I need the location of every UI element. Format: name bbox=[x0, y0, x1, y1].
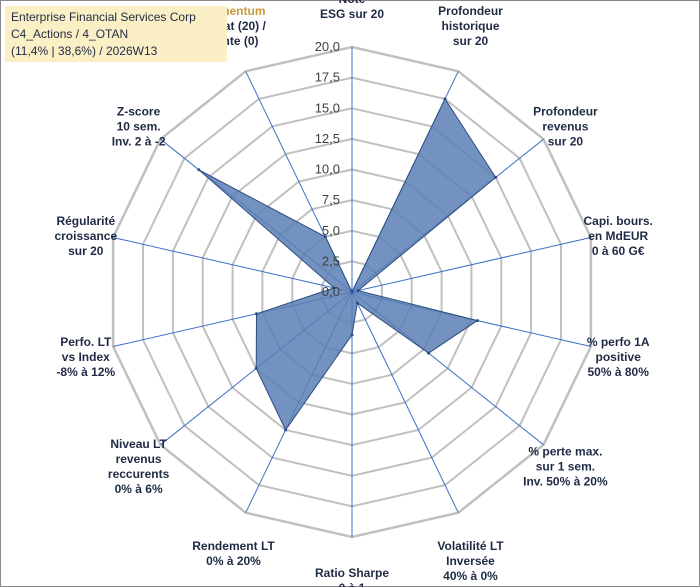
category-label: historique bbox=[441, 19, 499, 33]
category-label: en MdEUR bbox=[588, 229, 648, 243]
category-label: 0 à 1 bbox=[339, 581, 366, 587]
category-label: revenus bbox=[542, 119, 588, 133]
category-label: 10 sem. bbox=[117, 119, 161, 133]
category-label: Inv. 2 à -2 bbox=[112, 134, 166, 148]
data-point bbox=[427, 351, 431, 355]
category-label: Note bbox=[339, 0, 366, 6]
radar-spoke bbox=[351, 291, 459, 513]
radial-tick-label: 10,0 bbox=[315, 162, 340, 177]
data-point bbox=[350, 290, 354, 294]
data-point bbox=[323, 235, 327, 239]
category-label: 0% à 20% bbox=[206, 554, 261, 568]
category-label: positive bbox=[596, 350, 642, 364]
radial-tick-label: 5,0 bbox=[322, 223, 340, 238]
category-label: 0% à 6% bbox=[115, 482, 163, 496]
chart-title-category: C4_Actions / 4_OTAN bbox=[11, 27, 129, 41]
category-label: ESG sur 20 bbox=[320, 7, 384, 21]
radial-tick-label: 15,0 bbox=[315, 100, 340, 115]
category-label: % perte max. bbox=[528, 445, 602, 459]
category-label: % perfo 1A bbox=[587, 335, 650, 349]
data-point bbox=[494, 175, 498, 179]
category-label: Z-score bbox=[117, 104, 161, 118]
data-point bbox=[255, 312, 258, 316]
data-point bbox=[284, 428, 288, 432]
category-label: Inversée bbox=[446, 554, 495, 568]
chart-title-box: Enterprise Financial Services Corp C4_Ac… bbox=[5, 6, 227, 62]
category-label: sur 20 bbox=[548, 134, 584, 148]
category-label: revenus bbox=[116, 452, 162, 466]
category-label: Ratio Sharpe bbox=[315, 566, 389, 580]
category-label: Volatilité LT bbox=[437, 539, 504, 553]
category-label: Profondeur bbox=[533, 104, 598, 118]
radial-tick-label: 12,5 bbox=[315, 131, 340, 146]
data-point bbox=[197, 168, 201, 172]
data-point bbox=[475, 319, 479, 323]
data-point bbox=[355, 301, 359, 305]
category-label: Capi. bours. bbox=[584, 214, 653, 228]
category-label: vs Index bbox=[62, 350, 110, 364]
data-point bbox=[356, 289, 360, 293]
radial-tick-label: 20,0 bbox=[315, 39, 340, 54]
category-label: croissance bbox=[54, 229, 117, 243]
radial-tick-label: 0,0 bbox=[322, 284, 340, 299]
radial-tick-label: 2,5 bbox=[322, 253, 340, 268]
data-point bbox=[443, 97, 447, 101]
category-label: Inv. 50% à 20% bbox=[523, 475, 608, 489]
category-label: reccurents bbox=[108, 467, 170, 481]
data-point bbox=[254, 366, 258, 370]
chart-title-period: (11,4% | 38,6%) / 2026W13 bbox=[11, 44, 158, 58]
category-label: -8% à 12% bbox=[56, 365, 115, 379]
category-label: Régularité bbox=[56, 214, 115, 228]
category-label: Profondeur bbox=[438, 4, 503, 18]
data-point bbox=[332, 286, 336, 290]
radial-tick-label: 17,5 bbox=[315, 70, 340, 85]
category-label: sur 1 sem. bbox=[536, 460, 595, 474]
category-label: sur 20 bbox=[453, 34, 489, 48]
radar-spoke bbox=[112, 237, 353, 293]
category-label: Perfo. LT bbox=[60, 335, 112, 349]
radial-tick-label: 7,5 bbox=[322, 192, 340, 207]
category-label: sur 20 bbox=[68, 244, 104, 258]
chart-title-company: Enterprise Financial Services Corp bbox=[11, 10, 196, 24]
category-label: 40% à 0% bbox=[443, 569, 498, 583]
radar-spoke bbox=[351, 237, 592, 293]
category-label: 0 à 60 G€ bbox=[592, 244, 645, 258]
category-label: Rendement LT bbox=[192, 539, 275, 553]
data-point bbox=[350, 333, 354, 337]
category-label: 50% à 80% bbox=[588, 365, 650, 379]
category-label: Niveau LT bbox=[110, 437, 167, 451]
